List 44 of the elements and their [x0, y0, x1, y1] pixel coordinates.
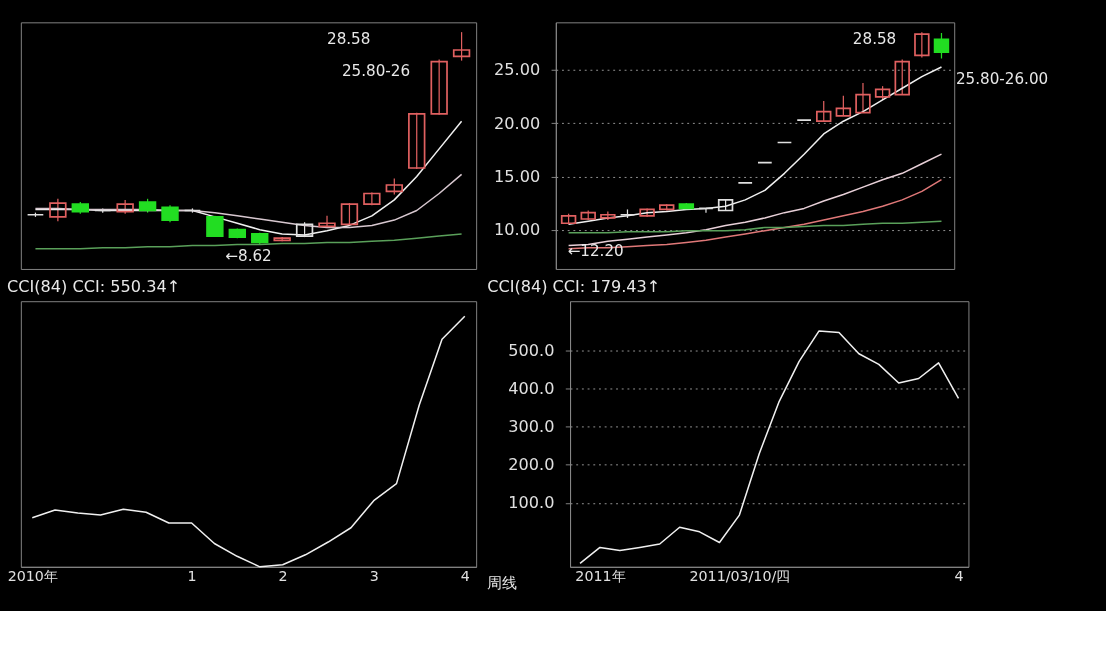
candlestick: [914, 31, 930, 59]
annotation: 28.58: [326, 30, 371, 49]
y-tick-label: 300.0: [508, 417, 555, 437]
text: 25.80-26.00: [955, 69, 1049, 88]
candlestick: [318, 215, 336, 229]
chart-title: CCI(84) CCI: 550.34↑: [7, 276, 181, 296]
y-tick-label: 10.00: [494, 219, 541, 239]
x-tick-label: 4: [954, 567, 964, 584]
y-tick-label: 20.00: [494, 113, 541, 133]
annotation: ←12.20: [567, 242, 624, 261]
candlestick: [49, 198, 67, 222]
annotation: ←8.62: [225, 247, 272, 266]
candlestick: [698, 207, 714, 214]
x-tick-label: 4: [460, 567, 470, 584]
x-tick-label: 2011/03/10/四: [689, 567, 791, 584]
annotation: 25.80-26: [341, 62, 411, 81]
candlestick: [430, 58, 448, 116]
chart-title: CCI(84) CCI: 179.43↑: [487, 276, 661, 296]
annotation: 28.58: [852, 30, 897, 49]
candlestick: [816, 100, 832, 123]
y-tick-label: 400.0: [508, 378, 555, 398]
y-tick-label: 500.0: [508, 340, 555, 360]
x-tick-label: 2011年: [575, 567, 626, 584]
y-tick-label: 200.0: [508, 455, 555, 475]
text: 周线: [487, 573, 518, 592]
x-tick-label: 2010年: [7, 567, 58, 584]
line-series: [579, 330, 960, 565]
x-tick-label: 3: [369, 567, 379, 584]
candlestick: [340, 202, 359, 227]
candlestick: [639, 207, 655, 218]
candlestick: [452, 31, 471, 62]
y-tick-label: 100.0: [508, 493, 555, 513]
x-tick-label: 2: [278, 567, 288, 584]
candlestick: [408, 112, 426, 170]
x-tick-label: 1: [187, 567, 197, 584]
candlestick: [363, 191, 381, 206]
candlestick: [933, 32, 950, 60]
y-tick-label: 15.00: [494, 166, 541, 186]
candlestick: [855, 82, 871, 114]
line-series: [567, 220, 943, 234]
candlestick: [835, 95, 852, 117]
line-series: [567, 66, 943, 226]
y-tick-label: 25.00: [494, 60, 541, 80]
candlestick: [894, 58, 910, 96]
